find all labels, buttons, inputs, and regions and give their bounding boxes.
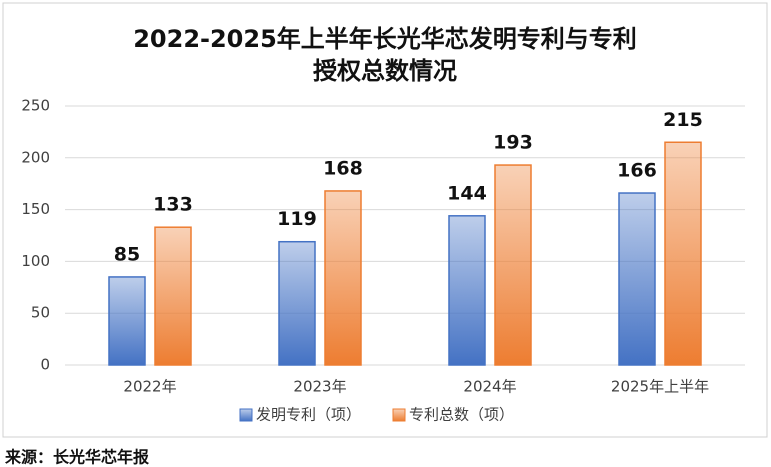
bar	[448, 215, 486, 366]
y-tick-label: 150	[21, 200, 50, 218]
value-label: 168	[323, 157, 363, 179]
legend-label: 发明专利（项）	[256, 406, 361, 424]
legend-swatch	[239, 408, 253, 422]
y-tick-label: 0	[40, 356, 50, 374]
value-label: 193	[493, 132, 533, 154]
bar	[618, 192, 656, 366]
x-tick-label: 2025年上半年	[611, 378, 709, 396]
value-label: 144	[447, 182, 487, 204]
x-tick-label: 2024年	[463, 378, 516, 396]
chart-title: 授权总数情况	[313, 57, 457, 85]
bar	[324, 190, 362, 366]
x-tick-label: 2022年	[123, 378, 176, 396]
x-tick-label: 2023年	[293, 378, 346, 396]
legend-label: 专利总数（项）	[409, 406, 514, 424]
bar	[108, 276, 146, 366]
value-label: 133	[153, 194, 193, 216]
value-label: 215	[663, 109, 703, 131]
y-tick-label: 100	[21, 252, 50, 270]
value-label: 166	[617, 160, 657, 182]
bar	[154, 226, 192, 366]
value-label: 119	[277, 208, 317, 230]
source-note: 来源：长光华芯年报	[4, 448, 149, 467]
bar	[494, 164, 532, 366]
bar	[664, 141, 702, 366]
y-tick-label: 50	[31, 304, 50, 322]
y-tick-label: 200	[21, 148, 50, 166]
chart-title: 2022-2025年上半年长光华芯发明专利与专利	[133, 25, 637, 53]
bar	[278, 240, 316, 366]
legend-swatch	[392, 408, 406, 422]
y-tick-label: 250	[21, 97, 50, 115]
value-label: 85	[114, 243, 140, 265]
